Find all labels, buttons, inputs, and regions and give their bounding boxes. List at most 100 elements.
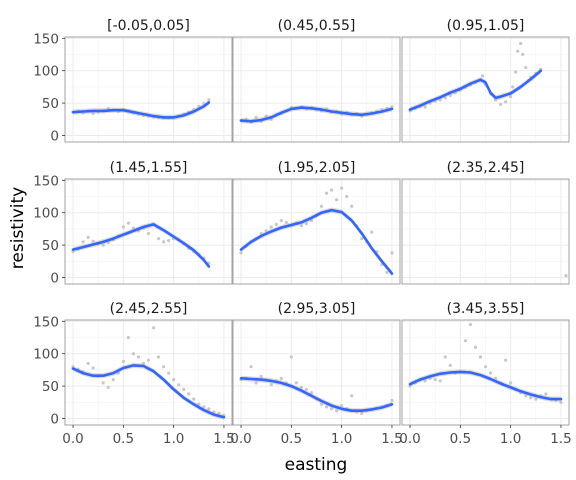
x-tick-label: 0.5	[450, 431, 471, 447]
panels-layer: [-0.05,0.05] (0.45,0.55] (0.95,1.05] (1.45,…	[64, 18, 570, 426]
smooth-line	[239, 208, 394, 275]
data-point	[319, 402, 324, 406]
data-point	[161, 240, 166, 244]
data-point	[488, 371, 493, 375]
y-tick-label: 100	[33, 206, 59, 222]
panel-border	[64, 178, 233, 285]
facet-panel: (3.45,3.55]	[401, 301, 570, 426]
data-point	[504, 100, 508, 104]
panel-border	[64, 319, 233, 426]
facet-strip-label: (0.45,0.55]	[278, 18, 356, 34]
data-point	[504, 358, 508, 362]
data-point	[390, 251, 394, 255]
data-point	[340, 403, 344, 408]
data-point	[106, 106, 110, 110]
data-point	[350, 204, 354, 208]
y-tick-label: 50	[42, 96, 59, 112]
data-point	[172, 378, 176, 382]
data-point	[71, 365, 75, 369]
facet-panel: (2.35,2.45]	[401, 160, 570, 285]
data-point	[131, 352, 136, 356]
data-point	[217, 411, 221, 415]
facet-panel: (0.45,0.55]	[232, 18, 401, 143]
data-point	[448, 93, 452, 97]
panel-border	[232, 36, 401, 143]
data-point	[254, 381, 258, 385]
data-point	[335, 198, 339, 202]
data-point	[443, 355, 447, 359]
data-point	[269, 383, 273, 387]
data-point	[564, 273, 568, 278]
facet-strip-label: (1.95,2.05]	[278, 160, 356, 176]
data-point	[544, 392, 548, 396]
data-point	[197, 402, 201, 406]
data-point	[151, 326, 156, 330]
data-point	[177, 383, 181, 387]
y-tick-label: 50	[42, 379, 59, 395]
y-tick-label: 100	[33, 347, 59, 363]
facet-panel: (0.95,1.05]	[401, 18, 570, 143]
data-point	[511, 85, 515, 89]
data-point	[521, 52, 525, 57]
data-point	[360, 411, 364, 415]
data-point	[483, 365, 488, 369]
y-tick-label: 150	[33, 314, 59, 330]
panel-border	[64, 36, 233, 143]
data-point	[274, 222, 278, 226]
panel-data	[408, 322, 563, 404]
data-point	[141, 361, 146, 366]
data-point	[408, 384, 412, 388]
data-point	[136, 355, 141, 359]
data-point	[370, 230, 374, 234]
y-tick-label: 50	[42, 238, 59, 254]
y-tick-label: 100	[33, 64, 59, 80]
data-point	[524, 394, 528, 398]
data-point	[516, 49, 520, 53]
data-point	[443, 96, 447, 100]
data-point	[207, 98, 211, 102]
data-point	[101, 381, 105, 385]
data-point	[438, 98, 442, 102]
data-point	[304, 387, 309, 391]
data-point	[329, 188, 334, 192]
data-point	[101, 243, 105, 247]
data-point	[448, 363, 452, 367]
data-point	[438, 379, 442, 383]
panel-data	[564, 273, 568, 278]
data-point	[478, 355, 483, 359]
data-point	[126, 221, 130, 225]
data-point	[146, 358, 151, 362]
data-point	[294, 381, 298, 385]
data-point	[126, 335, 130, 340]
panel-data	[239, 186, 394, 277]
facet-strip-label: (3.45,3.55]	[447, 301, 525, 317]
data-point	[324, 405, 329, 409]
smooth-line	[408, 69, 543, 111]
data-point	[207, 407, 211, 411]
x-tick-label: 1.5	[381, 431, 402, 447]
y-tick-label: 150	[33, 31, 59, 47]
data-point	[146, 231, 151, 236]
x-tick-label: 1.5	[550, 431, 571, 447]
data-point	[91, 111, 95, 116]
x-axis-title: easting	[285, 455, 348, 475]
data-point	[559, 400, 563, 404]
data-point	[156, 355, 161, 359]
data-point	[182, 387, 186, 391]
x-axis-ticks: 0.0 0.5 1.0 1.50.0 0.5 1.0 1.50.0 0.5 1.0 1.5	[62, 425, 572, 447]
panel-data	[71, 221, 211, 270]
confidence-ribbon	[73, 362, 224, 420]
data-point	[289, 355, 293, 359]
data-point	[91, 239, 95, 243]
data-point	[309, 390, 314, 395]
data-point	[514, 70, 518, 74]
data-point	[106, 385, 110, 390]
x-tick-label: 1.0	[163, 431, 184, 447]
data-point	[156, 237, 161, 241]
data-point	[202, 405, 206, 409]
data-point	[324, 191, 329, 195]
data-point	[524, 65, 528, 70]
panel-data	[239, 355, 394, 415]
panel-border	[401, 178, 570, 285]
